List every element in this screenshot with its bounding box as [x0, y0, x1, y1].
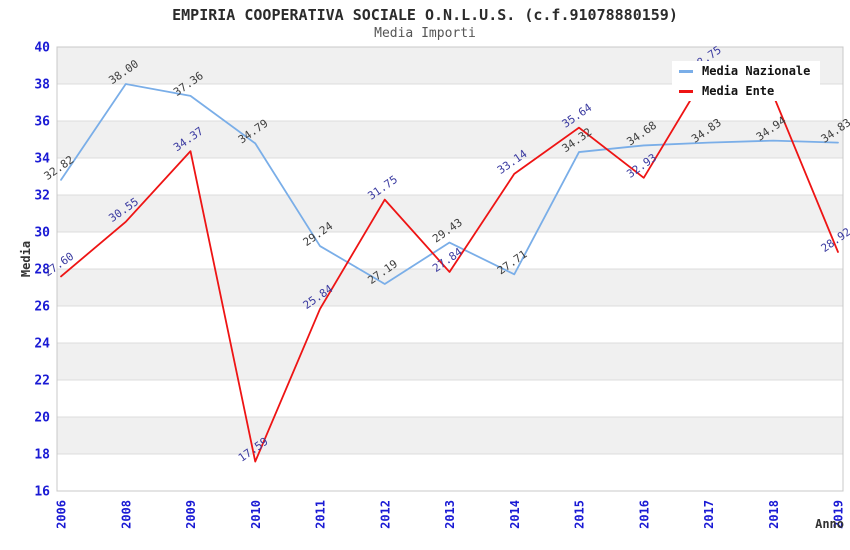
- plot-band: [57, 343, 843, 380]
- y-tick-label: 28: [34, 263, 50, 278]
- x-tick-label: 2012: [378, 500, 392, 529]
- y-tick-label: 32: [34, 189, 50, 204]
- legend-label: Media Nazionale: [702, 64, 811, 78]
- x-tick-label: 2016: [637, 500, 651, 529]
- series-line-media-nazionale: [60, 83, 839, 285]
- plot-band: [57, 454, 843, 491]
- x-tick-label: 2013: [443, 500, 457, 529]
- chart-title: EMPIRIA COOPERATIVA SOCIALE O.N.L.U.S. (…: [172, 6, 678, 24]
- y-tick-label: 20: [34, 411, 50, 426]
- y-tick-label: 24: [34, 337, 50, 352]
- legend-swatch-blue-line: [679, 69, 693, 73]
- chart-subtitle: Media Importi: [374, 26, 476, 41]
- x-tick-label: 2017: [702, 500, 716, 529]
- x-tick-label: 2011: [314, 500, 328, 529]
- chart-legend: Media Nazionale Media Ente: [672, 61, 820, 101]
- y-tick-label: 16: [34, 485, 50, 500]
- x-tick-label: 2009: [184, 500, 198, 529]
- y-tick-label: 40: [34, 41, 50, 56]
- legend-swatch-red-line: [679, 89, 693, 93]
- plot-band: [57, 195, 843, 232]
- legend-label: Media Ente: [702, 84, 775, 98]
- x-tick-label: 2018: [767, 500, 781, 529]
- plot-band: [57, 121, 843, 158]
- plot-band: [57, 417, 843, 454]
- y-tick-label: 30: [34, 226, 50, 241]
- x-tick-label: 2008: [119, 500, 133, 529]
- legend-item-media-ente[interactable]: Media Ente: [672, 81, 820, 101]
- plot-band: [57, 306, 843, 343]
- y-tick-label: 26: [34, 300, 50, 315]
- y-tick-label: 18: [34, 448, 50, 463]
- plot-band: [57, 232, 843, 269]
- y-tick-label: 38: [34, 78, 50, 93]
- legend-item-media-nazionale[interactable]: Media Nazionale: [672, 61, 820, 81]
- x-tick-label: 2019: [832, 500, 846, 529]
- y-tick-label: 34: [34, 152, 50, 167]
- x-tick-label: 2015: [573, 500, 587, 529]
- plot-band: [57, 269, 843, 306]
- x-tick-label: 2006: [55, 500, 69, 529]
- y-tick-label: 36: [34, 115, 50, 130]
- y-tick-label: 22: [34, 374, 50, 389]
- plot-band: [57, 158, 843, 195]
- x-tick-label: 2014: [508, 500, 522, 529]
- x-tick-label: 2010: [249, 500, 263, 529]
- x-axis-title: Anno: [815, 517, 844, 531]
- plot-band: [57, 380, 843, 417]
- plot-border: [56, 46, 844, 492]
